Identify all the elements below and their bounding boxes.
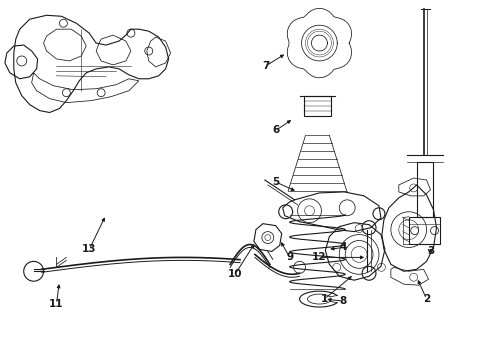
Text: 7: 7 bbox=[262, 61, 270, 71]
Text: 1: 1 bbox=[321, 294, 328, 304]
Text: 8: 8 bbox=[340, 296, 347, 306]
Text: 11: 11 bbox=[49, 299, 64, 309]
Text: 3: 3 bbox=[427, 247, 434, 256]
Text: 6: 6 bbox=[272, 125, 279, 135]
Text: 9: 9 bbox=[286, 252, 293, 262]
Text: 4: 4 bbox=[340, 243, 347, 252]
Text: 13: 13 bbox=[82, 244, 97, 255]
Text: 12: 12 bbox=[312, 252, 327, 262]
Text: 2: 2 bbox=[423, 294, 430, 304]
Text: 10: 10 bbox=[228, 269, 243, 279]
Text: 5: 5 bbox=[272, 177, 279, 187]
